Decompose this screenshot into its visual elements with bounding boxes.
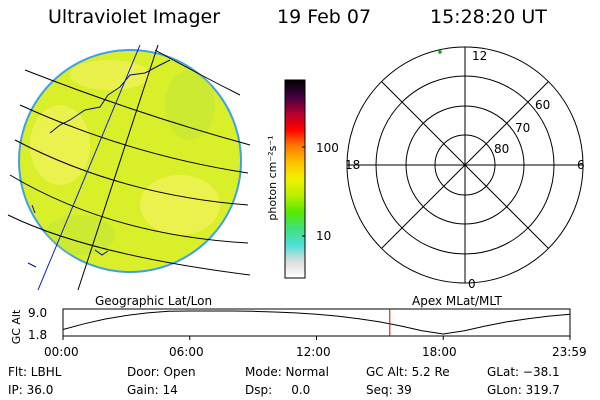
lat-label-60: 60 <box>535 98 550 112</box>
spacecraft-marker <box>438 50 442 54</box>
altitude-ytick-bottom: 1.8 <box>28 328 47 342</box>
xtick-2359: 23:59 <box>552 345 587 359</box>
xtick-1200: 12:00 <box>296 345 331 359</box>
colorbar-tick-10: 10 <box>316 229 332 243</box>
geographic-image-panel <box>7 45 251 290</box>
altitude-plot: GC Alt 9.0 1.8 <box>10 306 571 344</box>
altitude-frame <box>62 308 571 337</box>
date-label: 19 Feb 07 <box>277 6 372 28</box>
altitude-ylabel: GC Alt <box>10 309 23 344</box>
status-ip: IP: 36.0 <box>8 383 54 397</box>
status-dsp: Dsp: 0.0 <box>245 383 311 397</box>
xtick-0600: 06:00 <box>169 345 204 359</box>
altitude-ytick-top: 9.0 <box>28 306 47 320</box>
status-glat: GLat: −38.1 <box>487 365 560 379</box>
xtick-1800: 18:00 <box>422 345 457 359</box>
lat-label-70: 70 <box>515 121 530 135</box>
colorbar-label: photon cm⁻²s⁻¹ <box>266 135 279 220</box>
lat-label-80: 80 <box>494 142 509 156</box>
time-label: 15:28:20 UT <box>430 6 547 28</box>
status-gc-alt: GC Alt: 5.2 Re <box>366 365 450 379</box>
mlt-label-0: 0 <box>468 277 476 290</box>
colorbar-strip <box>284 79 306 279</box>
mlt-label-18: 18 <box>345 158 360 172</box>
colorbar-tick-100: 100 <box>316 141 339 155</box>
status-seq: Seq: 39 <box>366 383 412 397</box>
altitude-series-line <box>62 310 571 335</box>
polar-plot-panel: 12 18 6 0 60 70 80 <box>345 46 585 290</box>
mlt-label-6: 6 <box>577 158 585 172</box>
status-gain: Gain: 14 <box>127 383 178 397</box>
status-glon: GLon: 319.7 <box>487 383 560 397</box>
xtick-0000: 00:00 <box>44 345 79 359</box>
geo-caption: Geographic Lat/Lon <box>95 294 213 308</box>
earth-disk-icon <box>18 49 242 273</box>
status-door: Door: Open <box>127 365 196 379</box>
status-filter: Flt: LBHL <box>8 365 62 379</box>
mlt-label-12: 12 <box>472 49 487 63</box>
instrument-title: Ultraviolet Imager <box>48 6 221 28</box>
polar-caption: Apex MLat/MLT <box>412 294 502 308</box>
status-mode: Mode: Normal <box>245 365 329 379</box>
colorbar: photon cm⁻²s⁻¹ <box>266 79 306 279</box>
